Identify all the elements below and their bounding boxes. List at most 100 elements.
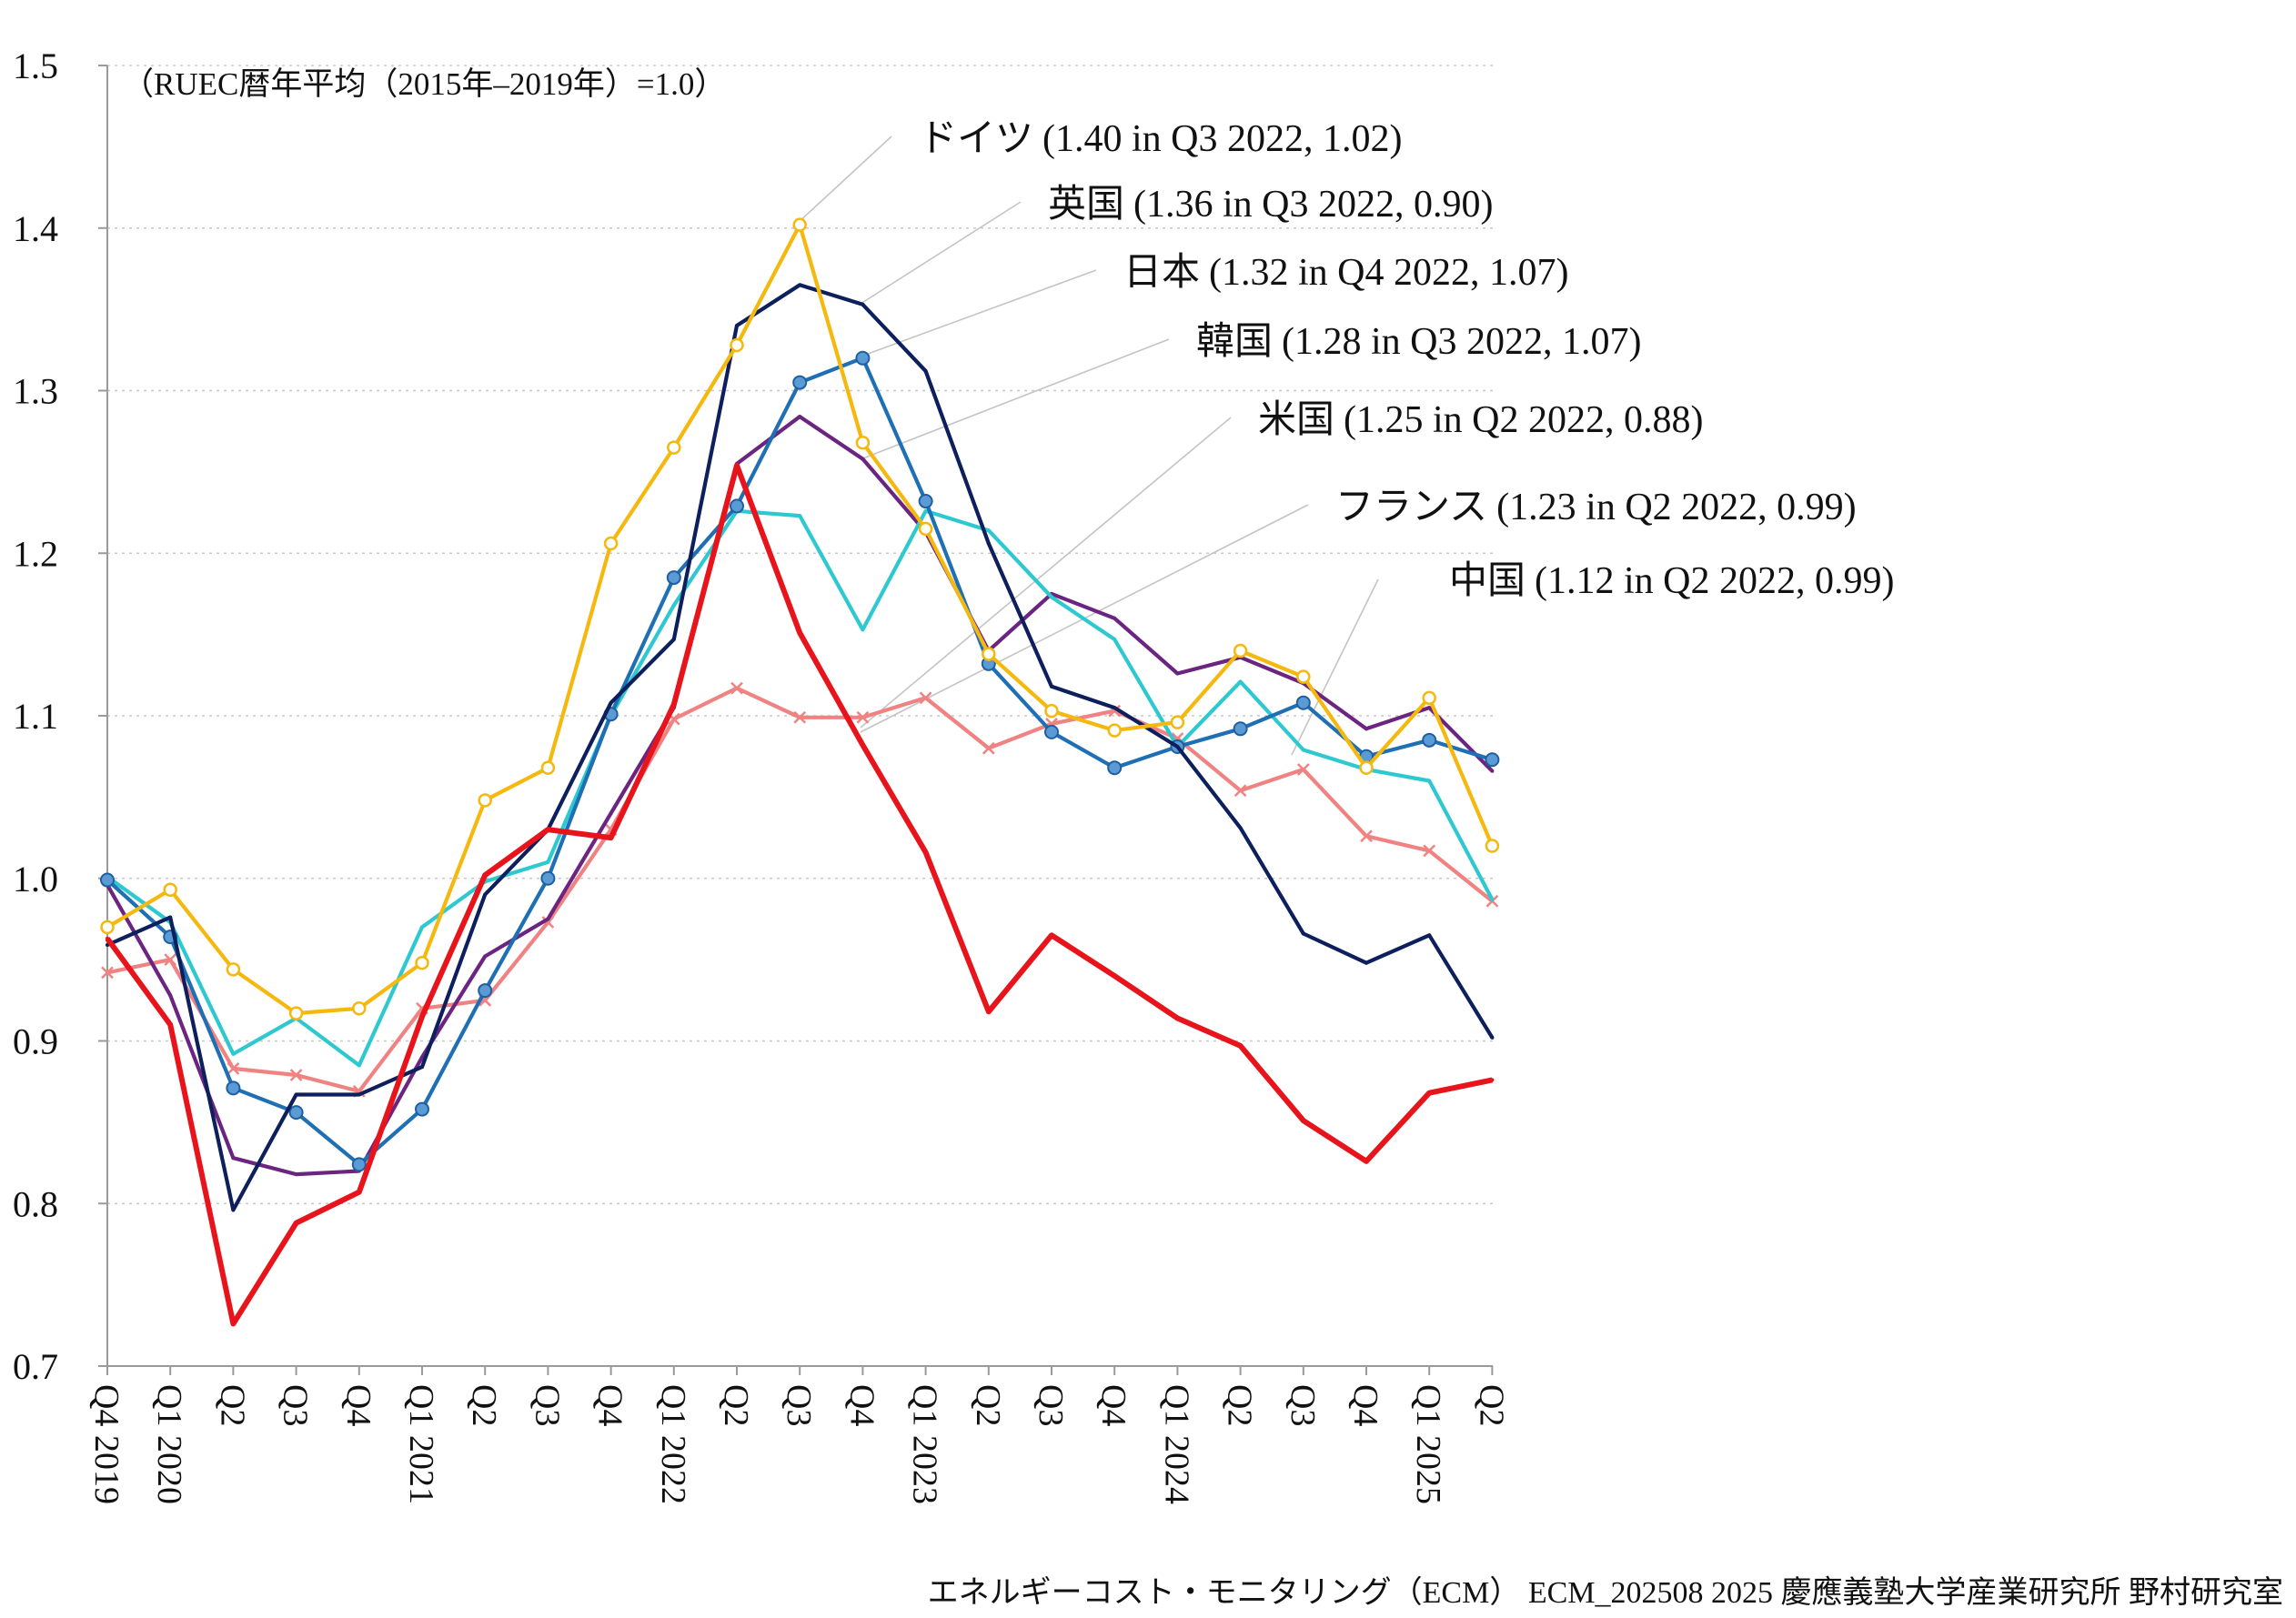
- data-point: [798, 630, 802, 635]
- data-point: [986, 541, 991, 546]
- y-tick-label: 0.7: [13, 1346, 58, 1387]
- x-tick-label: Q2: [717, 1384, 755, 1426]
- data-point: [855, 350, 871, 366]
- data-point: [540, 870, 556, 886]
- data-point: [1050, 684, 1053, 688]
- y-axis-ticks: 0.7 0.8 0.9 1.0 1.1 1.2 1.3 1.4 1.5: [13, 45, 107, 1387]
- data-point: [923, 369, 928, 374]
- data-point: [603, 536, 619, 551]
- data-point: [1365, 727, 1368, 731]
- data-point: [288, 1105, 304, 1121]
- data-point: [861, 457, 865, 461]
- series-peak-legend: (1.32 in Q4 2022, 1.07): [1209, 252, 1568, 294]
- leader-line-korea: [860, 338, 1170, 460]
- data-point: [1234, 784, 1247, 798]
- data-point: [1107, 723, 1122, 738]
- data-point: [1490, 769, 1495, 773]
- leader-line-china: [1291, 578, 1379, 756]
- leader-line-usa: [860, 417, 1232, 729]
- data-point: [1427, 933, 1432, 938]
- x-axis-ticks: Q4 2019 Q1 2020 Q2 Q3 Q4 Q1 2021 Q2 Q3 Q4 Q1 2022…: [87, 1366, 1510, 1504]
- data-point: [735, 463, 739, 467]
- label-leader-lines: [796, 136, 1379, 756]
- data-point: [1238, 679, 1243, 684]
- series-label-usa: 米国 (1.25 in Q2 2022, 0.88): [1258, 399, 1704, 441]
- y-tick-label: 1.3: [13, 371, 58, 412]
- data-point: [289, 1069, 303, 1081]
- data-point: [231, 1322, 236, 1326]
- data-point: [1238, 1043, 1243, 1048]
- leader-line-germany: [796, 136, 892, 225]
- data-point: [226, 962, 241, 977]
- data-point: [856, 710, 870, 724]
- data-point: [1422, 732, 1437, 748]
- data-point: [1044, 703, 1059, 719]
- series-japan: [100, 350, 1500, 1172]
- data-point: [294, 1221, 298, 1225]
- series-label-germany: ドイツ (1.40 in Q3 2022, 1.02): [919, 118, 1403, 160]
- x-tick-label: Q2: [1472, 1384, 1510, 1426]
- data-point: [1113, 637, 1117, 641]
- series-line-usa: [105, 462, 1494, 1327]
- data-point: [231, 1156, 236, 1161]
- data-point: [420, 925, 424, 930]
- data-point: [1113, 706, 1117, 710]
- series-usa: [105, 462, 1495, 1327]
- data-point: [792, 217, 807, 232]
- data-point: [861, 628, 865, 632]
- series-label-china: 中国 (1.12 in Q2 2022, 0.99): [1449, 560, 1895, 602]
- data-point: [1490, 1078, 1495, 1082]
- data-point: [288, 1006, 304, 1020]
- data-point: [861, 743, 865, 748]
- data-point: [923, 508, 928, 513]
- data-point: [735, 324, 739, 327]
- series-peak-legend: (1.40 in Q3 2022, 1.02): [1042, 118, 1402, 160]
- x-tick-label: Q1 2025: [1409, 1384, 1447, 1504]
- x-tick-label: Q3: [277, 1384, 315, 1426]
- data-point: [609, 811, 613, 816]
- data-point: [483, 873, 488, 878]
- data-point: [1301, 931, 1305, 936]
- series-china: [101, 681, 1499, 1098]
- x-tick-label: Q3: [528, 1384, 566, 1426]
- series-line-japan: [106, 356, 1494, 1167]
- x-tick-label: Q4: [842, 1384, 881, 1426]
- data-point: [1233, 721, 1248, 737]
- x-tick-label: Q2: [969, 1384, 1007, 1426]
- series-name: 英国: [1048, 184, 1124, 226]
- source-footer: エネルギーコスト・モニタリング（ECM） ECM_202508 2025 慶應義…: [928, 1575, 2283, 1610]
- x-tick-label: Q4 2019: [87, 1384, 126, 1504]
- data-point: [923, 850, 928, 855]
- x-tick-label: Q2: [213, 1384, 251, 1426]
- data-point: [671, 637, 676, 641]
- series-germany: [100, 217, 1500, 1020]
- series-labels: ドイツ (1.40 in Q3 2022, 1.02) 英国 (1.36 in Q3 …: [919, 118, 1895, 602]
- data-point: [227, 1062, 240, 1075]
- data-point: [1490, 897, 1495, 901]
- data-point: [420, 1065, 424, 1070]
- series-label-uk: 英国 (1.36 in Q3 2022, 0.90): [1048, 184, 1494, 226]
- x-tick-label: Q2: [1221, 1384, 1259, 1426]
- leader-line-japan: [860, 269, 1097, 357]
- y-tick-label: 1.4: [13, 208, 58, 249]
- data-point: [798, 415, 802, 419]
- data-point: [798, 514, 802, 518]
- data-point: [415, 955, 429, 970]
- data-point: [546, 828, 550, 832]
- data-point: [1360, 829, 1373, 843]
- data-point: [1485, 752, 1500, 768]
- data-point: [1296, 669, 1311, 684]
- data-point: [294, 1092, 298, 1097]
- chart-note: （RUEC暦年平均（2015年–2019年）=1.0）: [122, 66, 726, 102]
- data-point: [1485, 839, 1500, 853]
- y-tick-label: 0.9: [13, 1021, 58, 1062]
- data-point: [1427, 779, 1432, 783]
- data-point: [540, 760, 556, 775]
- data-point: [168, 993, 173, 998]
- data-point: [798, 283, 802, 287]
- data-point: [1175, 1016, 1180, 1020]
- series-label-korea: 韓国 (1.28 in Q3 2022, 1.07): [1196, 321, 1642, 363]
- data-series: [100, 217, 1500, 1327]
- data-point: [164, 953, 177, 967]
- data-point: [918, 521, 933, 537]
